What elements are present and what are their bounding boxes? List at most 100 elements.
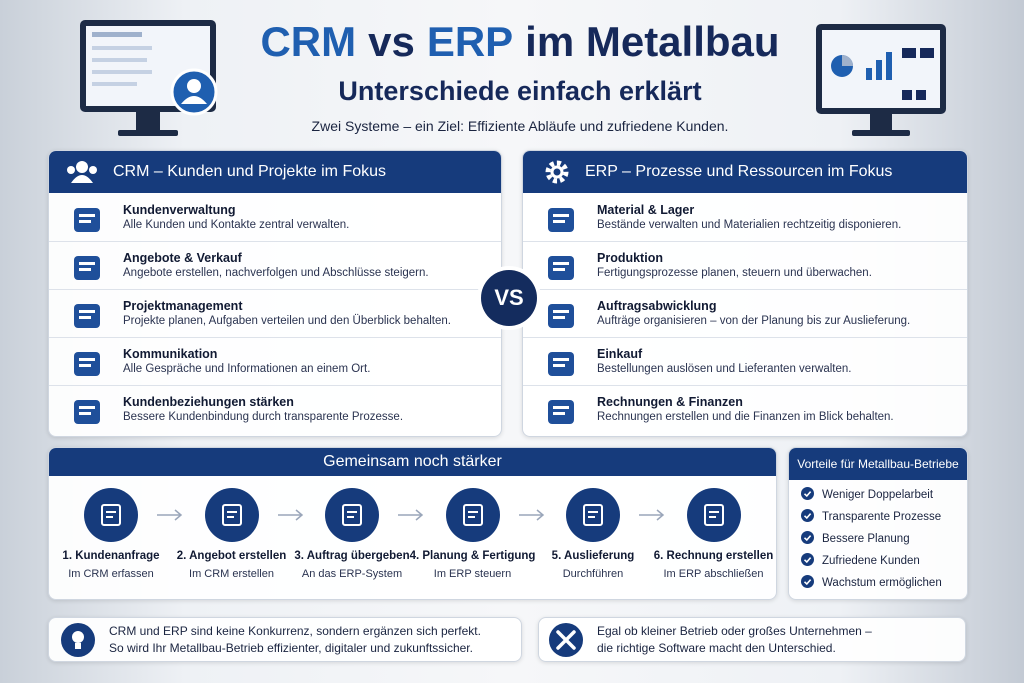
subtitle: Unterschiede einfach erklärt — [338, 76, 702, 106]
benefit-text: Weniger Doppelarbeit — [822, 489, 934, 501]
step-arrow — [155, 508, 185, 527]
footer-right: Egal ob kleiner Betrieb oder großes Unte… — [538, 617, 966, 662]
text-line: die richtige Software macht den Untersch… — [597, 640, 836, 655]
step-glyph — [221, 504, 242, 526]
arrow-glyph — [639, 509, 665, 521]
icon-glyph — [548, 208, 574, 232]
check-icon — [801, 531, 814, 547]
feature-title: Rechnungen & Finanzen — [597, 395, 743, 409]
footer-right-text: Egal ob kleiner Betrieb oder großes Unte… — [597, 623, 872, 657]
crm-icon — [67, 161, 97, 183]
icon-glyph — [548, 256, 574, 280]
step-label: 2. Angebot erstellen — [176, 550, 287, 562]
benefits-header: Vorteile für Metallbau-Betriebe — [789, 448, 967, 480]
icon-glyph — [548, 304, 574, 328]
step-icon — [325, 488, 379, 542]
feature-text: Aufträge organisieren – von der Planung … — [597, 315, 911, 327]
erp-heading: ERP – Prozesse und Ressourcen im Fokus — [585, 163, 893, 180]
title-part: vs — [368, 18, 415, 65]
benefit-text: Wachstum ermöglichen — [822, 577, 942, 589]
arrow-glyph — [277, 509, 303, 521]
process-step: 5. Auslieferung Durchführen — [528, 488, 658, 580]
feature-title: Einkauf — [597, 347, 643, 361]
step-sub: Durchführen — [562, 568, 624, 580]
check-icon — [801, 509, 814, 525]
icon — [71, 204, 103, 241]
icon — [545, 396, 577, 433]
step-arrow — [637, 508, 667, 527]
process-step: 1. Kundenanfrage Im CRM erfassen — [49, 488, 176, 580]
step-label: 1. Kundenanfrage — [62, 550, 160, 562]
feature-item: Einkauf Bestellungen auslösen und Liefera… — [523, 338, 967, 386]
step-glyph — [703, 504, 724, 526]
feature-text: Fertigungsprozesse planen, steuern und ü… — [597, 267, 872, 279]
feature-title: Auftragsabwicklung — [597, 299, 717, 313]
benefit-item: Zufriedene Kunden — [801, 553, 920, 569]
benefit-item: Bessere Planung — [801, 531, 910, 547]
icon — [71, 348, 103, 385]
benefit-text: Zufriedene Kunden — [822, 555, 920, 567]
step-icon — [686, 488, 741, 542]
icon — [71, 252, 103, 289]
feature-item: Projektmanagement Projekte planen, Aufgab… — [49, 290, 501, 338]
feature-item: Kundenbeziehungen stärken Bessere Kundenb… — [49, 386, 501, 433]
feature-item: Auftragsabwicklung Aufträge organisieren … — [523, 290, 967, 338]
icon-glyph — [548, 352, 574, 376]
feature-title: Kommunikation — [123, 347, 218, 361]
text-line: So wird Ihr Metallbau-Betrieb effiziente… — [109, 640, 473, 655]
feature-item: Kundenverwaltung Alle Kunden und Kontakte… — [49, 194, 501, 242]
title-part: ERP — [426, 18, 514, 65]
feature-title: Kundenbeziehungen stärken — [123, 395, 294, 409]
benefit-item: Transparente Prozesse — [801, 509, 941, 525]
step-label: 5. Auslieferung — [551, 550, 635, 562]
feature-text: Angebote erstellen, nachverfolgen und Ab… — [123, 267, 429, 279]
erp-panel: ERP – Prozesse und Ressourcen im Fokus M… — [522, 150, 968, 437]
icon-glyph — [74, 400, 100, 424]
feature-title: Material & Lager — [597, 203, 695, 217]
feature-text: Projekte planen, Aufgaben verteilen und … — [123, 315, 451, 327]
check-glyph — [801, 509, 814, 522]
feature-item: Produktion Fertigungsprozesse planen, ste… — [523, 242, 967, 290]
feature-text: Rechnungen erstellen und die Finanzen im… — [597, 411, 894, 423]
step-sub: Im CRM erfassen — [68, 568, 154, 580]
check-glyph — [801, 487, 814, 500]
feature-text: Bestellungen auslösen und Lieferanten ve… — [597, 363, 852, 375]
process-step: 4. Planung & Fertigung Im ERP steuern — [408, 488, 538, 580]
title: CRM vs ERP im Metallbau — [0, 18, 1024, 66]
step-icon — [566, 488, 620, 542]
step-sub: Im ERP abschließen — [663, 568, 764, 580]
feature-text: Bestände verwalten und Materialien recht… — [597, 219, 902, 231]
benefit-text: Transparente Prozesse — [822, 511, 942, 523]
feature-title: Kundenverwaltung — [123, 203, 236, 217]
feature-text: Alle Gespräche und Informationen an eine… — [123, 363, 371, 375]
icon — [545, 300, 577, 337]
feature-item: Kommunikation Alle Gespräche und Informat… — [49, 338, 501, 386]
footer-left-text: CRM und ERP sind keine Konkurrenz, sonde… — [109, 623, 481, 657]
process-panel: Gemeinsam noch stärker 1. Kundenanfrage I… — [48, 447, 777, 600]
erp-icon — [545, 160, 569, 184]
step-label: 3. Auftrag übergeben — [294, 550, 410, 562]
step-icon — [204, 488, 259, 542]
step-label: 4. Planung & Fertigung — [409, 550, 536, 562]
title-part: im Metallbau — [525, 18, 780, 65]
benefit-item: Wachstum ermöglichen — [801, 575, 942, 591]
icon — [71, 396, 103, 433]
process-header: Gemeinsam noch stärker — [49, 448, 776, 476]
step-arrow — [276, 508, 306, 527]
step-sub: Im ERP steuern — [433, 568, 512, 580]
crm-monitor — [80, 20, 218, 136]
icon-glyph — [74, 208, 100, 232]
text-line: Egal ob kleiner Betrieb oder großes Unte… — [597, 623, 872, 638]
feature-text: Alle Kunden und Kontakte zentral verwalt… — [123, 219, 350, 231]
icon — [71, 300, 103, 337]
arrow-glyph — [518, 509, 544, 521]
process-step: 6. Rechnung erstellen Im ERP abschließen — [649, 488, 777, 580]
crm-header: CRM – Kunden und Projekte im Fokus — [49, 151, 501, 193]
feature-text: Bessere Kundenbindung durch transparente… — [123, 411, 404, 423]
arrow-glyph — [398, 509, 424, 521]
check-glyph — [801, 553, 814, 566]
step-glyph — [342, 504, 362, 526]
benefit-item: Weniger Doppelarbeit — [801, 487, 933, 503]
icon-glyph — [74, 304, 100, 328]
